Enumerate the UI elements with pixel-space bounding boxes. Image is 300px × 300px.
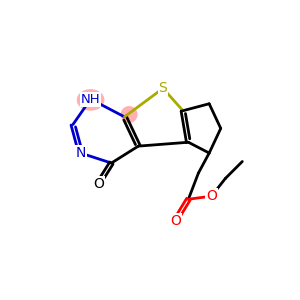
Text: O: O (206, 189, 217, 203)
Text: O: O (93, 177, 104, 191)
Ellipse shape (77, 89, 104, 111)
Text: S: S (159, 81, 167, 95)
Ellipse shape (121, 106, 138, 123)
Text: N: N (75, 146, 86, 160)
Text: O: O (170, 214, 181, 228)
Text: NH: NH (81, 93, 100, 106)
